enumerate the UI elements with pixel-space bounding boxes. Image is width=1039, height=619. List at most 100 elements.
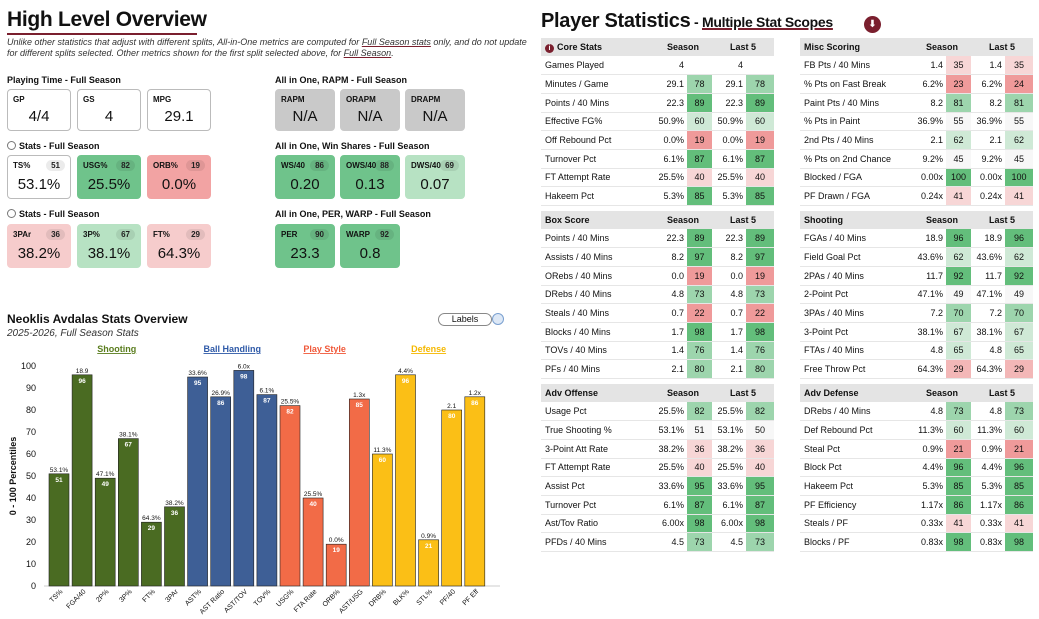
bar-ts-[interactable] — [48, 473, 70, 587]
last5-percentile: 41 — [1005, 514, 1033, 534]
bar-orb-[interactable] — [325, 543, 347, 587]
note-text-3: . — [391, 48, 394, 58]
info-icon[interactable]: i — [545, 43, 554, 53]
table-row: True Shooting % 53.1% 51 53.1% 50 — [541, 420, 774, 440]
stats-section-1-label[interactable]: Stats - Full Season — [7, 141, 100, 151]
bar-ast-tov[interactable] — [233, 370, 255, 587]
last5-percentile: 73 — [1005, 402, 1033, 422]
bar-ft-[interactable] — [141, 521, 162, 587]
bar-2p-[interactable] — [94, 477, 116, 587]
season-percentile: 100 — [946, 168, 971, 188]
bar-blk-[interactable] — [395, 374, 416, 587]
bar-3par[interactable] — [164, 506, 185, 587]
season-percentile: 78 — [687, 74, 712, 94]
metric-value: N/A — [357, 108, 383, 125]
bar-fga-40[interactable] — [71, 374, 93, 587]
stats2-box-3p-: 3P% 67 38.1% — [77, 224, 141, 268]
stats1-box-ts-: TS% 51 53.1% — [7, 155, 71, 199]
bar-fta-rate[interactable] — [302, 497, 324, 587]
table-row: ORebs / 40 Mins 0.0 19 0.0 19 — [541, 266, 774, 286]
stat-name: Blocks / 40 Mins — [541, 322, 654, 342]
rapm-box-rapm: RAPM N/A — [275, 89, 335, 131]
metric-percentile-badge: 69 — [440, 160, 459, 171]
season-value: 29.1 — [654, 74, 687, 94]
metric-label: DWS/40 — [411, 161, 441, 170]
season-percentile: 35 — [946, 56, 971, 76]
stat-name: Steal Pct — [800, 439, 913, 459]
table-header-label: Adv Defense — [804, 388, 859, 398]
table-row: 2-Point Pct 47.1% 49 47.1% 49 — [800, 285, 1033, 305]
season-percentile: 19 — [687, 266, 712, 286]
x-tick-label: PF/40 — [439, 588, 457, 606]
season-percentile: 85 — [946, 476, 971, 496]
winshares-box-ows-40: OWS/40 88 0.13 — [340, 155, 400, 199]
bar-3p-[interactable] — [118, 438, 139, 587]
bar-ast-ratio[interactable] — [210, 396, 231, 587]
season-percentile: 55 — [946, 112, 971, 132]
stat-name: Assist Pct — [541, 476, 654, 496]
bar-stat-label: 25.5% — [304, 491, 323, 498]
metric-value: 0.0% — [161, 176, 197, 193]
labels-button[interactable]: Labels — [438, 313, 492, 326]
bar-percentile-label: 51 — [55, 477, 63, 484]
bar-tov-[interactable] — [256, 394, 278, 587]
stats1-box-usg-: USG% 82 25.5% — [77, 155, 141, 199]
last5-value: 2.1 — [712, 359, 746, 379]
season-percentile: 21 — [946, 439, 971, 459]
bar-stl-[interactable] — [418, 539, 439, 587]
season-percentile: 51 — [687, 420, 712, 440]
metric-percentile-badge: 90 — [310, 229, 329, 240]
bar-ast-[interactable] — [187, 376, 208, 587]
table-row: PF Efficiency 1.17x 86 1.17x 86 — [800, 495, 1033, 515]
last5-percentile: 78 — [746, 74, 774, 94]
stats-table-advdef: Adv Defense Season Last 5 DRebs / 40 Mins 4.… — [800, 384, 1033, 552]
bar-ast-usg[interactable] — [348, 398, 370, 587]
last5-value: 0.33x — [971, 514, 1005, 534]
stat-name: 2PAs / 40 Mins — [800, 266, 913, 286]
bar-usg-[interactable] — [279, 405, 301, 587]
last5-value: 6.1% — [712, 149, 746, 169]
y-tick-label: 80 — [26, 405, 36, 415]
last5-percentile: 41 — [1005, 186, 1033, 206]
download-icon[interactable]: ⬇ — [864, 16, 881, 33]
stat-name: Ast/Tov Ratio — [541, 514, 654, 534]
season-percentile: 89 — [687, 229, 712, 249]
playing-time-box-mpg: MPG 29.1 — [147, 89, 211, 131]
season-percentile: 96 — [946, 458, 971, 478]
group-header-defense: Defense — [411, 344, 446, 354]
table-row: 3-Point Pct 38.1% 67 38.1% 67 — [800, 322, 1033, 342]
stat-name: True Shooting % — [541, 420, 654, 440]
season-value: 4.5 — [654, 532, 687, 552]
season-percentile: 89 — [687, 93, 712, 113]
stats-section-2-label[interactable]: Stats - Full Season — [7, 209, 100, 219]
labels-toggle[interactable] — [492, 313, 504, 325]
season-value: 1.17x — [913, 495, 946, 515]
last5-percentile: 87 — [746, 495, 774, 515]
season-value: 2.1 — [654, 359, 687, 379]
season-value: 7.2 — [913, 303, 946, 323]
season-percentile: 70 — [946, 303, 971, 323]
season-percentile: 65 — [946, 341, 971, 361]
col-season-header: Season — [654, 211, 712, 229]
stat-name: FB Pts / 40 Mins — [800, 56, 913, 76]
winshares-box-ws-40: WS/40 86 0.20 — [275, 155, 335, 199]
bar-pf-eff[interactable] — [464, 396, 486, 587]
overview-title-underline — [7, 33, 197, 35]
season-percentile: 45 — [946, 149, 971, 169]
stat-name: PF Drawn / FGA — [800, 186, 913, 206]
bar-pf-40[interactable] — [441, 409, 463, 587]
stats-table-misc: Misc Scoring Season Last 5 FB Pts / 40 Mins… — [800, 38, 1033, 206]
y-axis-label: 0 - 100 Percentiles — [8, 437, 18, 516]
bar-drb-[interactable] — [372, 453, 393, 587]
season-percentile: 23 — [946, 74, 971, 94]
season-value: 4.8 — [913, 341, 946, 361]
per-warp-box-warp: WARP 92 0.8 — [340, 224, 400, 268]
season-percentile: 62 — [946, 130, 971, 150]
stats2-box-3par: 3PAr 36 38.2% — [7, 224, 71, 268]
note-link-full-season-stats: Full Season stats — [361, 37, 431, 47]
last5-percentile: 65 — [1005, 341, 1033, 361]
season-percentile: 97 — [687, 247, 712, 267]
x-tick-label: STL% — [416, 588, 434, 606]
metric-value: 4/4 — [28, 108, 50, 125]
metric-label: GS — [83, 95, 95, 104]
